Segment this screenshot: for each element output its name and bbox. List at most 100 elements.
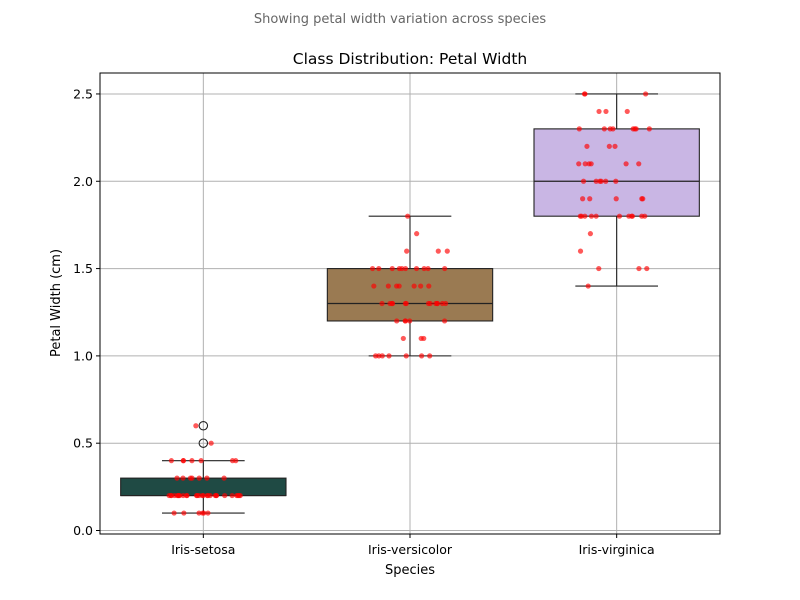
data-point	[189, 458, 195, 464]
data-point	[639, 213, 645, 219]
data-point	[174, 475, 180, 481]
data-point	[596, 108, 602, 115]
point-layer	[166, 91, 652, 516]
data-point	[376, 265, 382, 272]
data-point	[613, 196, 619, 202]
data-point	[603, 178, 609, 184]
data-point	[194, 492, 200, 499]
data-point	[601, 126, 607, 132]
data-point	[196, 475, 202, 481]
data-point	[171, 492, 178, 499]
data-point	[613, 178, 619, 184]
data-point	[166, 492, 172, 499]
data-point	[623, 161, 629, 167]
data-point	[598, 178, 604, 184]
chart-title: Class Distribution: Petal Width	[293, 50, 527, 68]
data-point	[403, 353, 409, 359]
data-point	[418, 283, 424, 289]
data-point	[643, 91, 649, 97]
data-point	[204, 475, 210, 481]
data-point	[593, 213, 599, 219]
data-point	[373, 353, 379, 359]
data-point	[582, 161, 588, 167]
y-tick-label: 2.0	[73, 174, 93, 189]
iqr-box	[120, 477, 287, 497]
data-point	[640, 196, 646, 202]
data-point	[434, 300, 440, 307]
data-point	[189, 475, 195, 481]
data-point	[582, 91, 588, 97]
data-point	[646, 126, 652, 132]
outlier-marker	[198, 420, 209, 431]
data-point	[606, 143, 612, 149]
data-point	[577, 213, 583, 219]
data-point	[441, 318, 448, 324]
data-point	[180, 458, 186, 464]
data-point	[580, 178, 587, 184]
data-point	[435, 248, 441, 254]
data-point	[411, 283, 417, 289]
data-point	[442, 265, 448, 272]
points-iris-setosa	[166, 423, 243, 516]
data-point	[198, 458, 204, 464]
data-point	[419, 353, 425, 359]
data-point	[196, 510, 202, 516]
data-point	[427, 353, 433, 359]
data-point	[413, 265, 420, 272]
data-point	[402, 318, 408, 324]
data-point	[204, 492, 210, 499]
data-point	[425, 265, 431, 272]
data-point	[636, 265, 642, 272]
data-point	[222, 492, 228, 499]
data-point	[593, 178, 599, 184]
data-point	[603, 108, 609, 115]
data-point	[208, 440, 214, 446]
data-point	[616, 213, 623, 219]
data-point	[407, 318, 413, 324]
data-point	[576, 126, 582, 132]
data-point	[630, 126, 636, 132]
data-point	[612, 143, 618, 149]
data-point	[404, 248, 410, 254]
data-point	[213, 492, 219, 499]
data-point	[580, 196, 586, 202]
data-point	[584, 143, 590, 149]
data-point	[426, 283, 432, 289]
y-tick-label: 1.5	[73, 261, 93, 276]
data-point	[644, 265, 650, 272]
y-tick-label: 0.0	[73, 523, 93, 538]
data-point	[400, 335, 406, 342]
data-point	[414, 231, 420, 237]
data-point	[402, 300, 408, 307]
data-point	[394, 318, 400, 324]
data-point	[588, 213, 595, 219]
data-point	[402, 265, 409, 272]
data-point	[181, 510, 187, 516]
data-point	[596, 265, 602, 272]
data-point	[421, 265, 427, 272]
box-iris-versicolor	[326, 215, 494, 357]
data-point	[175, 492, 181, 499]
data-point	[184, 492, 190, 499]
outlier-marker	[198, 438, 209, 448]
data-point	[588, 161, 594, 167]
data-point	[624, 108, 630, 115]
data-point	[585, 283, 591, 289]
data-point	[369, 265, 376, 272]
data-point	[418, 335, 424, 342]
iqr-box	[326, 268, 494, 322]
data-point	[576, 161, 582, 167]
data-point	[405, 213, 411, 219]
data-point	[237, 492, 243, 499]
y-tick-label: 0.5	[73, 436, 93, 451]
data-point	[229, 492, 235, 499]
data-point	[201, 510, 207, 516]
data-point	[205, 510, 211, 516]
data-point	[221, 475, 227, 481]
data-point	[389, 300, 396, 307]
y-tick-label: 2.5	[73, 86, 93, 101]
y-tick-label: 1.0	[73, 348, 93, 363]
box-iris-virginica	[533, 93, 700, 287]
